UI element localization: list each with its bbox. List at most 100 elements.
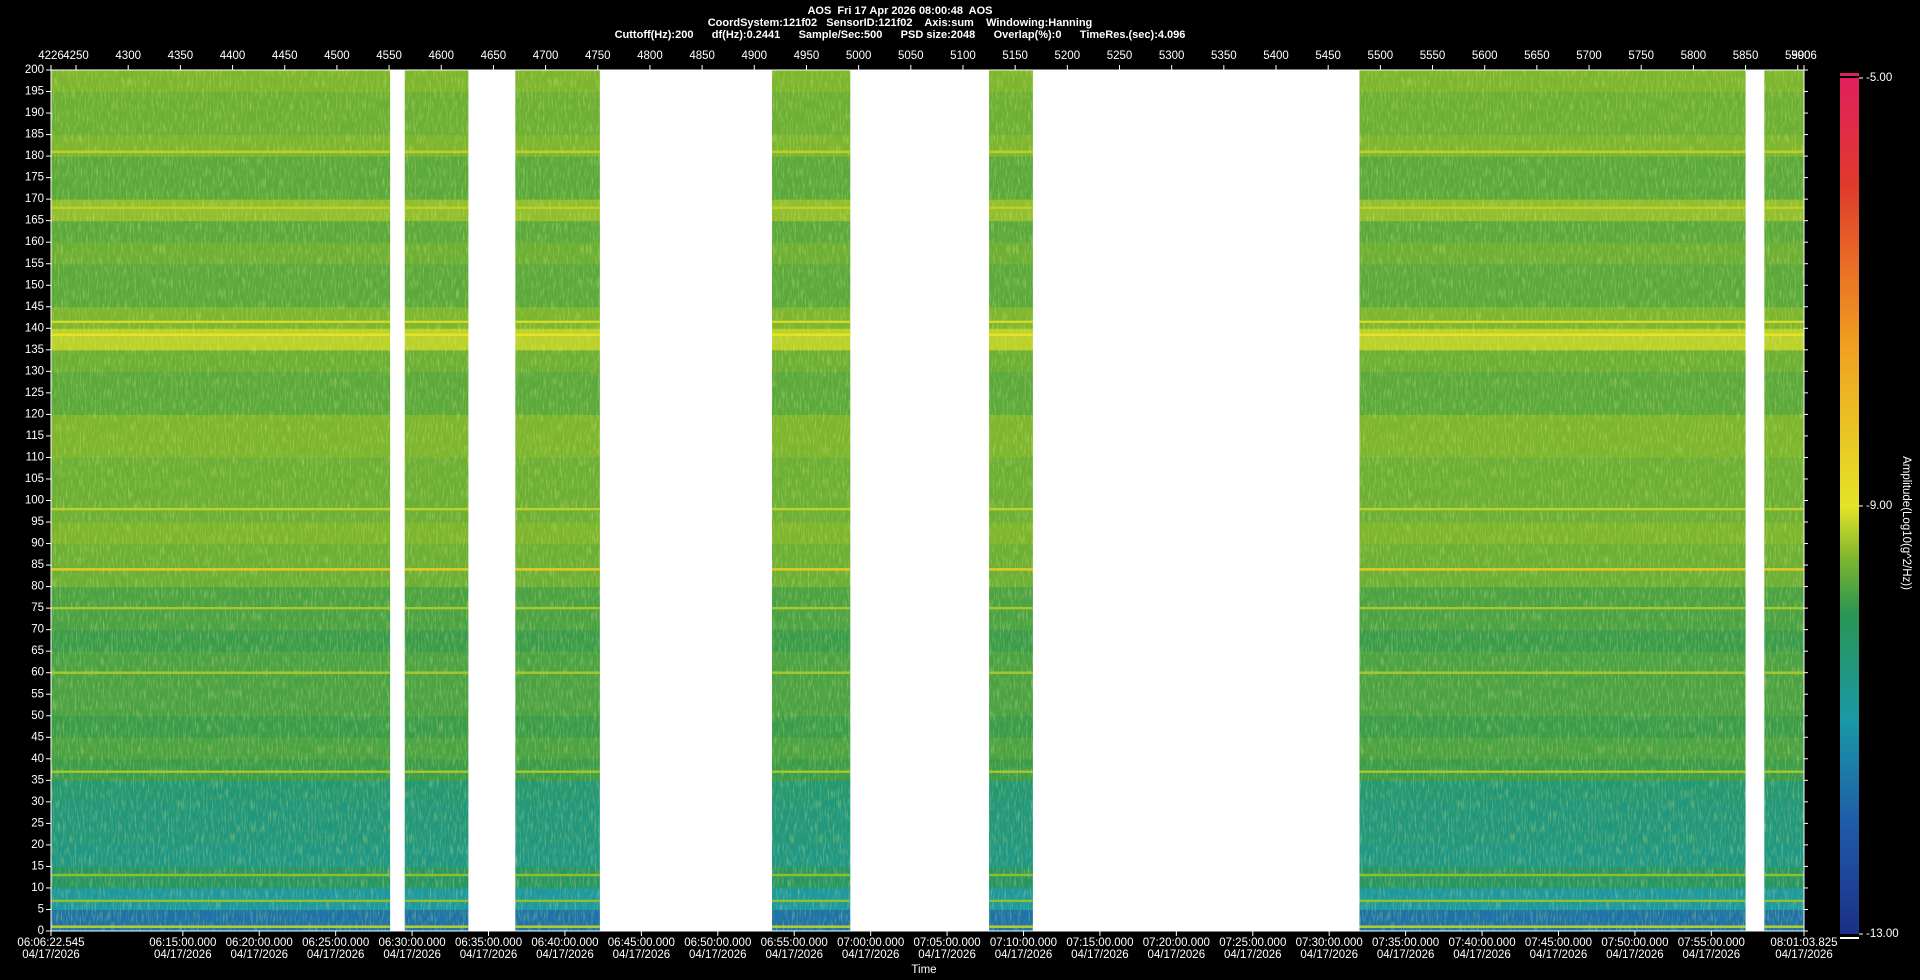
y-tick-label: 5 (38, 904, 44, 916)
x-time-tick-date: 04/17/2026 (1683, 949, 1741, 961)
x-time-tick-date: 04/17/2026 (1775, 949, 1833, 961)
y-tick-label: 190 (25, 107, 44, 119)
spectral-line (51, 333, 391, 336)
x-time-tick-date: 04/17/2026 (1224, 949, 1282, 961)
y-tick-label: 160 (25, 236, 44, 248)
x-time-tick-label: 06:25:00.000 (302, 937, 369, 949)
y-tick-label: 40 (31, 753, 44, 765)
x-time-tick-date: 04/17/2026 (918, 949, 976, 961)
x-tick-label: 4800 (637, 50, 663, 62)
texture (1764, 70, 1804, 931)
spectral-line (51, 320, 391, 324)
spectral-line (772, 925, 851, 928)
x-time-tick-label: 07:55:00.000 (1678, 937, 1745, 949)
spectral-line (1359, 770, 1746, 773)
colorbar-tick-label: -9.00 (1866, 500, 1892, 512)
y-tick-label: 90 (31, 538, 44, 550)
y-tick-label: 175 (25, 172, 44, 184)
x-tick-label: 5300 (1159, 50, 1185, 62)
x-tick-label: 4750 (585, 50, 611, 62)
y-tick-label: 15 (31, 860, 44, 872)
spectral-line (51, 150, 391, 153)
spectral-line (772, 320, 851, 324)
spectral-line (989, 606, 1033, 610)
spectral-line (404, 333, 469, 336)
spectral-line (1764, 925, 1804, 928)
x-time-tick-label: 07:20:00.000 (1143, 937, 1210, 949)
y-tick-label: 130 (25, 365, 44, 377)
y-tick-label: 70 (31, 624, 44, 636)
spectral-line (989, 150, 1033, 153)
spectral-line (1359, 899, 1746, 903)
spectral-line (1359, 333, 1746, 336)
spectral-line (772, 568, 851, 571)
y-tick-label: 110 (26, 451, 44, 463)
y-tick-label: 55 (31, 688, 44, 700)
spectral-line (989, 873, 1033, 877)
spectral-line (515, 925, 600, 928)
spectral-line (1764, 333, 1804, 336)
y-tick-label: 50 (31, 710, 44, 722)
spectral-line (404, 606, 469, 610)
spectral-line (772, 770, 851, 773)
texture (989, 70, 1033, 931)
x-time-tick-date: 04/17/2026 (1071, 949, 1129, 961)
x-tick-label: 4600 (428, 50, 454, 62)
spectral-line (1764, 873, 1804, 877)
x-time-tick-label: 07:45:00.000 (1525, 937, 1592, 949)
x-time-tick-date: 04/17/2026 (1530, 949, 1588, 961)
spectral-line (1359, 206, 1746, 209)
y-tick-label: 100 (25, 495, 44, 507)
spectral-line (404, 925, 469, 928)
y-tick-label: 155 (25, 258, 44, 270)
x-tick-label: 5250 (1107, 50, 1133, 62)
spectral-line (515, 150, 600, 153)
spectral-line (772, 150, 851, 153)
plot-frame (50, 69, 1805, 932)
spectral-line (404, 873, 469, 877)
colorbar-tick-label: -13.00 (1866, 928, 1899, 940)
spectral-line (989, 507, 1033, 511)
x-tick-label: 5700 (1576, 50, 1602, 62)
x-time-tick-label: 07:50:00.000 (1601, 937, 1668, 949)
spectral-line (515, 770, 600, 773)
spectral-line (51, 671, 391, 674)
spectral-line (404, 899, 469, 903)
x-time-tick-label: 07:30:00.000 (1296, 937, 1363, 949)
x-tick-label: 4650 (481, 50, 507, 62)
spectral-line (1359, 606, 1746, 610)
spectral-line (1359, 507, 1746, 511)
spectral-line (1359, 873, 1746, 877)
x-tick-label: 5850 (1733, 50, 1759, 62)
x-time-tick-label: 07:00:00.000 (837, 937, 904, 949)
x-time-tick-date: 04/17/2026 (995, 949, 1053, 961)
texture (1359, 70, 1746, 931)
spectral-line (772, 873, 851, 877)
y-tick-label: 115 (26, 430, 44, 442)
x-time-tick-date: 04/17/2026 (1300, 949, 1358, 961)
x-tick-label: 4450 (272, 50, 298, 62)
y-tick-label: 75 (31, 602, 44, 614)
x-tick-label: 5900 (1785, 50, 1811, 62)
spectral-line (772, 333, 851, 336)
spectral-line (1764, 899, 1804, 903)
y-tick-label: 85 (31, 559, 44, 571)
spectrogram (51, 70, 1804, 932)
y-tick-label: 35 (31, 774, 44, 786)
spectral-line (1764, 770, 1804, 773)
x-time-tick-date: 04/17/2026 (1377, 949, 1435, 961)
spectral-line (1359, 925, 1746, 928)
x-time-tick-date: 04/17/2026 (22, 949, 80, 961)
chart-subtitle: CoordSystem:121f02 SensorID:121f02 Axis:… (708, 17, 1093, 29)
spectral-line (989, 206, 1033, 209)
chart-title: AOS Fri 17 Apr 2026 08:00:48 AOS (807, 5, 992, 17)
spectral-line (51, 507, 391, 511)
x-time-tick-label: 08:01:03.825 (1770, 937, 1837, 949)
spectral-line (772, 899, 851, 903)
spectral-line (515, 206, 600, 209)
x-tick-label: 4700 (533, 50, 559, 62)
y-tick-label: 170 (25, 193, 44, 205)
y-tick-label: 65 (31, 645, 44, 657)
x-time-tick-date: 04/17/2026 (613, 949, 671, 961)
